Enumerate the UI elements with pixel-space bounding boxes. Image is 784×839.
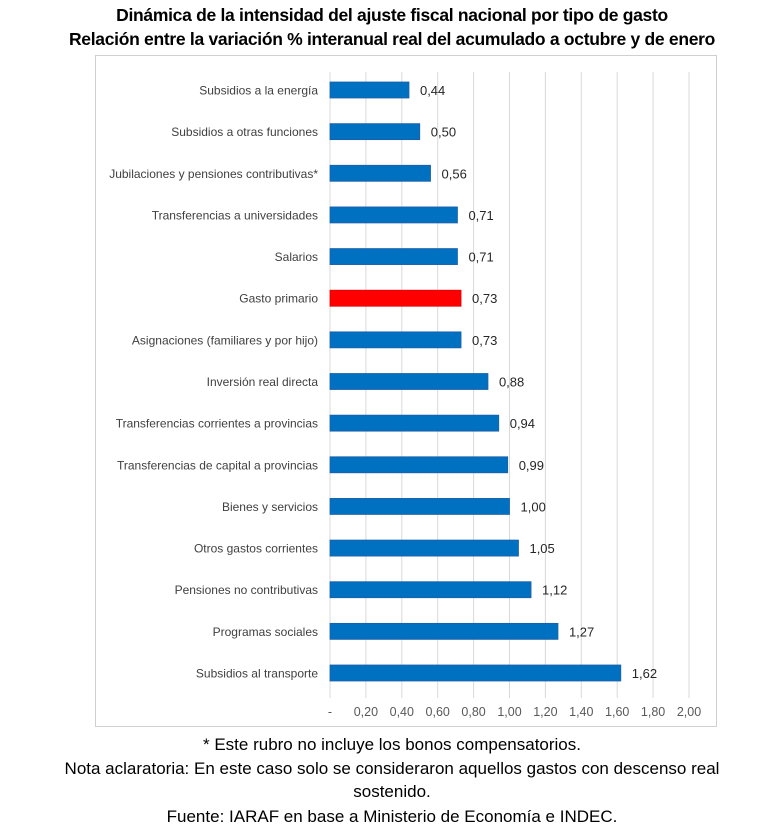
x-tick-label: 1,20 xyxy=(533,705,557,719)
x-tick-label: - xyxy=(328,705,332,719)
bar xyxy=(329,664,622,682)
bar xyxy=(329,581,532,599)
category-label: Bienes y servicios xyxy=(222,500,318,514)
x-tick-label: 1,80 xyxy=(641,705,665,719)
value-label: 1,00 xyxy=(521,499,546,514)
category-label: Pensiones no contributivas xyxy=(175,583,318,597)
category-label: Subsidios a la energía xyxy=(199,84,318,98)
bar xyxy=(329,206,458,224)
category-label: Gasto primario xyxy=(239,292,318,306)
category-label: Transferencias corrientes a provincias xyxy=(116,417,318,431)
value-label: 1,12 xyxy=(542,583,567,598)
value-label: 0,73 xyxy=(472,291,497,306)
bar xyxy=(329,414,500,432)
chart-subtitle: Relación entre la variación % interanual… xyxy=(68,29,716,49)
bar xyxy=(329,248,458,265)
clarification-note: Nota aclaratoria: En este caso solo se c… xyxy=(0,757,784,803)
x-tick-label: 0,20 xyxy=(354,705,378,719)
clarification-line-1: Nota aclaratoria: En este caso solo se c… xyxy=(64,759,720,778)
bar xyxy=(329,498,510,515)
value-label: 0,88 xyxy=(499,375,524,390)
source-note: Fuente: IARAF en base a Ministerio de Ec… xyxy=(166,807,618,826)
category-label: Subsidios al transporte xyxy=(196,667,318,681)
category-label: Transferencias a universidades xyxy=(152,208,318,222)
bar xyxy=(329,373,489,390)
x-tick-label: 2,00 xyxy=(677,705,701,719)
category-label: Inversión real directa xyxy=(207,375,319,389)
x-tick-label: 1,00 xyxy=(497,705,521,719)
category-label: Programas sociales xyxy=(213,625,318,639)
x-tick-label: 0,80 xyxy=(461,705,485,719)
x-tick-labels: - 0,20 0,40 0,60 0,80 1,00 1,20 1,40 1,60 1,80 2,0… xyxy=(328,705,701,719)
bar xyxy=(329,539,519,557)
bar xyxy=(329,456,509,474)
category-label: Subsidios a otras funciones xyxy=(171,125,318,139)
value-label: 0,73 xyxy=(472,333,497,348)
category-label: Salarios xyxy=(275,250,318,264)
clarification-line-2: sostenido. xyxy=(353,782,431,801)
chart-title: Dinámica de la intensidad del ajuste fis… xyxy=(116,5,668,25)
bars xyxy=(329,81,622,682)
value-label: 0,99 xyxy=(519,458,544,473)
x-tick-label: 0,40 xyxy=(390,705,414,719)
footnote: * Este rubro no incluye los bonos compen… xyxy=(203,735,581,754)
value-label: 1,05 xyxy=(529,541,554,556)
bar xyxy=(329,622,559,640)
value-label: 1,62 xyxy=(632,666,657,681)
value-labels: 0,44 0,50 0,56 0,71 0,71 0,73 0,73 0,88 0,94 0,99… xyxy=(420,83,657,681)
bar xyxy=(329,81,410,99)
bar xyxy=(329,164,431,182)
value-label: 0,94 xyxy=(510,416,535,431)
value-label: 1,27 xyxy=(569,624,594,639)
category-label: Otros gastos corrientes xyxy=(194,542,318,556)
bar-highlight xyxy=(329,289,462,307)
value-label: 0,44 xyxy=(420,83,445,98)
value-label: 0,50 xyxy=(431,125,456,140)
category-label: Jubilaciones y pensiones contributivas* xyxy=(109,167,318,181)
bar xyxy=(329,123,421,141)
value-label: 0,71 xyxy=(468,208,493,223)
x-tick-label: 1,40 xyxy=(569,705,593,719)
category-label: Asignaciones (familiares y por hijo) xyxy=(132,333,318,347)
category-labels: Subsidios a la energía Subsidios a otras … xyxy=(109,84,318,681)
bar xyxy=(329,331,462,349)
value-label: 0,56 xyxy=(442,166,467,181)
x-tick-label: 1,60 xyxy=(605,705,629,719)
value-label: 0,71 xyxy=(468,250,493,265)
category-label: Transferencias de capital a provincias xyxy=(117,458,318,472)
x-tick-label: 0,60 xyxy=(426,705,450,719)
